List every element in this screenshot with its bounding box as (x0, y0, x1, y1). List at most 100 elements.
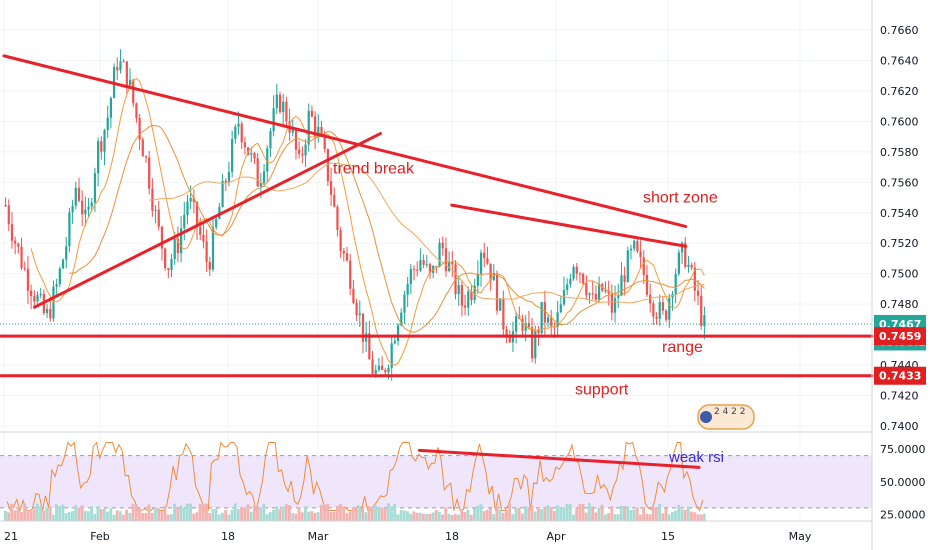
volume-bar (80, 505, 84, 521)
volume-bar (99, 508, 103, 521)
candle (176, 226, 180, 263)
volume-bar (702, 513, 706, 521)
volume-bar (147, 504, 151, 521)
candle (109, 96, 113, 129)
volume-bar (434, 509, 438, 521)
annotation-label: short zone (643, 190, 718, 207)
time-tick-label: 18 (221, 530, 235, 543)
candle (377, 357, 381, 372)
volume-bar (300, 512, 304, 521)
volume-bar (524, 506, 527, 521)
event-badge[interactable]: 2 4 2 2 (697, 404, 755, 430)
volume-bar (246, 504, 250, 521)
candle (266, 145, 269, 182)
candle (128, 68, 132, 89)
volume-bar (444, 507, 448, 521)
candle (323, 130, 326, 153)
volume-bar (473, 508, 476, 521)
volume-bar (629, 510, 633, 521)
candle (23, 261, 26, 272)
candle (170, 253, 173, 278)
volume-bar (546, 504, 550, 521)
candle (403, 290, 406, 324)
rsi-axis[interactable]: 75.0000 50.0000 25.0000 (880, 443, 926, 521)
volume-bar (447, 513, 451, 521)
candle (597, 276, 601, 304)
rising-trendline[interactable] (33, 132, 382, 309)
volume-bar (326, 503, 330, 521)
candle (617, 283, 620, 309)
candle (326, 148, 329, 187)
candle (444, 237, 448, 277)
candle (352, 280, 355, 305)
volume-bar (153, 507, 157, 521)
price-tick-label: 0.7560 (880, 176, 919, 189)
candle (58, 266, 61, 288)
candle (361, 313, 365, 354)
candle (339, 226, 342, 259)
volume-bar (51, 514, 55, 521)
volume-bar (256, 507, 259, 521)
volume-bar (565, 504, 569, 521)
candle (371, 350, 374, 375)
upper-trendline[interactable] (2, 54, 688, 228)
candle (138, 113, 141, 151)
volume-bar (313, 512, 317, 521)
volume-bar (514, 508, 518, 521)
volume-bar (616, 514, 620, 521)
volume-bar (144, 512, 148, 521)
candle (231, 130, 234, 178)
candle (269, 127, 272, 157)
candle (20, 237, 23, 271)
volume-bar (272, 509, 275, 521)
candle (195, 201, 199, 241)
volume-bar (677, 504, 681, 521)
candle (473, 278, 476, 304)
candle (4, 197, 7, 207)
volume-bar (409, 514, 413, 521)
volume-bar (339, 503, 342, 521)
volume-bar (402, 510, 406, 521)
candle (307, 103, 310, 152)
volume-bar (460, 508, 464, 521)
candle (499, 298, 502, 312)
volume-bar (64, 513, 68, 521)
volume-bar (26, 509, 30, 521)
volume-bar (437, 511, 441, 521)
volume-bar (396, 514, 400, 521)
candle (55, 278, 58, 298)
volume-bar (252, 505, 256, 521)
drawn-lines[interactable] (0, 54, 874, 378)
volume-bar (463, 511, 467, 521)
volume-bar (632, 509, 636, 521)
volume-bar (492, 514, 496, 521)
time-tick-label: Apr (546, 530, 566, 543)
time-axis[interactable]: 21 Feb 18 Mar 18 Apr 15 May (4, 530, 812, 543)
candle (463, 294, 467, 316)
volume-bar (74, 504, 78, 521)
candle (594, 285, 598, 302)
candle (333, 187, 336, 208)
volume-bar (603, 514, 607, 521)
rsi-divergence-line[interactable] (417, 448, 701, 469)
time-tick-label: 21 (4, 530, 18, 543)
candle (278, 91, 282, 114)
candle (693, 261, 696, 302)
candle (655, 312, 658, 325)
volume-bar (220, 512, 224, 521)
candle (71, 199, 74, 224)
volume-bar (441, 514, 445, 521)
candle (585, 275, 588, 300)
candle (489, 263, 492, 291)
candle (183, 201, 186, 241)
candle (578, 272, 582, 284)
candle (566, 278, 569, 296)
volume-bar (390, 506, 393, 521)
candle (208, 256, 211, 277)
volume-bar (568, 503, 572, 521)
price-tick-label: 0.7640 (880, 54, 919, 67)
volume-bar (58, 506, 62, 521)
volume-bar (377, 506, 381, 521)
range-top[interactable] (450, 203, 688, 248)
